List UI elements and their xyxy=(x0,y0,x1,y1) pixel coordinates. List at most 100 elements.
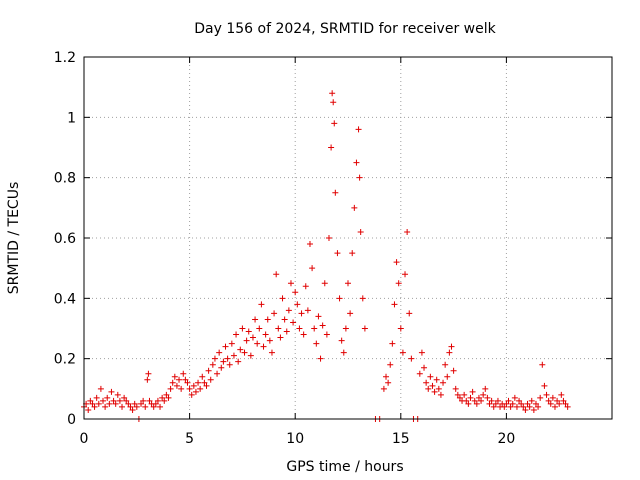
data-point xyxy=(237,346,244,353)
x-tick-label: 20 xyxy=(497,431,515,447)
data-point xyxy=(541,382,548,389)
data-point xyxy=(171,373,178,380)
data-point xyxy=(397,325,404,332)
data-point xyxy=(465,400,472,407)
data-point xyxy=(184,379,191,386)
data-point xyxy=(416,370,423,377)
data-point xyxy=(427,373,434,380)
data-point xyxy=(551,403,558,410)
data-point xyxy=(528,397,535,404)
data-point xyxy=(429,382,436,389)
data-point xyxy=(192,388,199,395)
data-point xyxy=(331,120,338,127)
x-tick-label: 15 xyxy=(392,431,410,447)
data-point xyxy=(442,361,449,368)
data-point xyxy=(418,349,425,356)
data-point xyxy=(480,391,487,398)
data-point xyxy=(104,394,111,401)
data-point xyxy=(140,397,147,404)
data-point xyxy=(554,397,561,404)
data-point xyxy=(332,189,339,196)
data-point xyxy=(549,394,556,401)
data-point xyxy=(102,403,109,410)
data-point xyxy=(195,379,202,386)
y-tick-label: 1.2 xyxy=(54,50,76,66)
data-point xyxy=(321,280,328,287)
data-point xyxy=(279,295,286,302)
data-point xyxy=(252,316,259,323)
data-point xyxy=(233,331,240,338)
data-point xyxy=(152,400,159,407)
data-point xyxy=(330,99,337,106)
data-point xyxy=(226,361,233,368)
data-point xyxy=(456,394,463,401)
data-point xyxy=(328,144,335,151)
data-point xyxy=(355,126,362,133)
data-point xyxy=(157,403,164,410)
data-point xyxy=(161,397,168,404)
data-point xyxy=(380,385,387,392)
data-point xyxy=(437,391,444,398)
data-point xyxy=(353,159,360,166)
data-point xyxy=(383,373,390,380)
data-point xyxy=(461,391,468,398)
data-point xyxy=(450,367,457,374)
y-tick-label: 0.6 xyxy=(54,231,76,247)
data-point xyxy=(110,397,117,404)
y-axis-label: SRMTID / TECUs xyxy=(6,182,22,295)
data-point xyxy=(283,328,290,335)
data-point xyxy=(454,391,461,398)
data-point xyxy=(108,388,115,395)
data-point xyxy=(121,394,128,401)
data-point xyxy=(203,382,210,389)
x-tick-label: 0 xyxy=(80,431,89,447)
data-point xyxy=(145,370,152,377)
data-point xyxy=(205,367,212,374)
data-point xyxy=(256,325,263,332)
data-point xyxy=(532,400,539,407)
data-point xyxy=(446,349,453,356)
data-point xyxy=(492,400,499,407)
data-point xyxy=(334,250,341,257)
data-point xyxy=(518,400,525,407)
data-point xyxy=(173,382,180,389)
data-point xyxy=(526,403,533,410)
data-point xyxy=(129,406,136,413)
data-point xyxy=(329,90,336,97)
axis-ticks: 0 0.2 0.4 0.6 0.8 1 1.2 0 5 10 15 20 xyxy=(54,50,612,447)
data-point xyxy=(469,388,476,395)
data-point xyxy=(85,406,92,413)
data-point xyxy=(93,394,100,401)
data-point xyxy=(214,370,221,377)
data-point xyxy=(292,289,299,296)
data-point xyxy=(159,394,166,401)
data-point xyxy=(133,403,140,410)
data-point xyxy=(224,355,231,362)
data-point xyxy=(562,400,569,407)
y-tick-label: 0.2 xyxy=(54,352,76,368)
data-point xyxy=(182,376,189,383)
data-point xyxy=(241,349,248,356)
data-point xyxy=(199,373,206,380)
data-point xyxy=(391,301,398,308)
data-point xyxy=(349,250,356,257)
data-point xyxy=(254,340,261,347)
data-point xyxy=(387,361,394,368)
data-point xyxy=(319,322,326,329)
data-point xyxy=(511,394,518,401)
data-point xyxy=(294,301,301,308)
data-point xyxy=(188,391,195,398)
data-point xyxy=(535,403,542,410)
data-point xyxy=(169,379,176,386)
data-point xyxy=(97,385,104,392)
data-point xyxy=(404,228,411,235)
data-point xyxy=(357,228,364,235)
data-point xyxy=(163,391,170,398)
data-point xyxy=(395,280,402,287)
data-point xyxy=(345,280,351,287)
data-point xyxy=(507,403,514,410)
data-point xyxy=(230,352,237,359)
data-point xyxy=(176,376,183,383)
data-point xyxy=(207,376,214,383)
